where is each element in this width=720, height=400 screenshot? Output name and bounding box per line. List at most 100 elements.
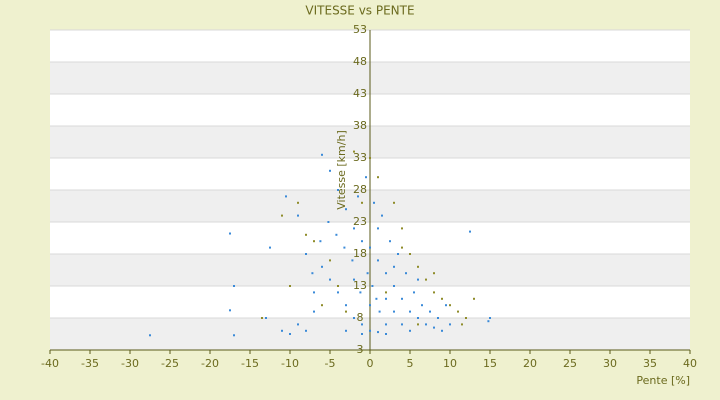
point bbox=[233, 285, 235, 287]
point bbox=[361, 201, 363, 204]
point bbox=[351, 259, 354, 262]
y-tick-label: 13 bbox=[353, 279, 367, 292]
x-tick-label: -25 bbox=[161, 357, 179, 370]
point bbox=[357, 195, 359, 198]
point bbox=[361, 240, 363, 243]
point bbox=[313, 310, 315, 313]
point bbox=[285, 195, 287, 198]
point bbox=[265, 317, 267, 319]
point bbox=[401, 323, 403, 326]
y-tick-label: 23 bbox=[353, 215, 367, 228]
point bbox=[393, 265, 395, 268]
point bbox=[373, 201, 375, 204]
point bbox=[433, 291, 435, 294]
point bbox=[389, 240, 391, 243]
y-tick-label: 38 bbox=[353, 119, 367, 132]
point bbox=[377, 331, 379, 334]
x-tick-label: 35 bbox=[643, 357, 657, 370]
x-tick-label: 10 bbox=[443, 357, 457, 370]
y-tick-label: 28 bbox=[353, 183, 367, 196]
point bbox=[297, 201, 299, 204]
point bbox=[397, 253, 399, 255]
point bbox=[369, 304, 371, 307]
point bbox=[413, 291, 415, 294]
point bbox=[319, 240, 322, 243]
point bbox=[329, 169, 331, 172]
point bbox=[437, 317, 439, 319]
point bbox=[417, 278, 419, 281]
point bbox=[371, 285, 374, 287]
point bbox=[469, 230, 471, 233]
point bbox=[361, 323, 363, 326]
point bbox=[385, 272, 387, 275]
point bbox=[377, 259, 379, 262]
point bbox=[261, 317, 263, 319]
x-tick-label: -20 bbox=[201, 357, 219, 370]
point bbox=[321, 304, 323, 307]
point bbox=[369, 246, 371, 249]
point bbox=[345, 329, 347, 332]
point bbox=[417, 265, 419, 268]
point bbox=[409, 253, 411, 255]
point bbox=[489, 317, 491, 319]
point bbox=[353, 278, 355, 281]
point bbox=[401, 297, 403, 300]
point bbox=[425, 323, 427, 326]
y-tick-label: 48 bbox=[353, 55, 367, 68]
point bbox=[313, 291, 315, 294]
x-tick-label: 40 bbox=[683, 357, 697, 370]
point bbox=[441, 297, 443, 300]
point bbox=[305, 329, 307, 332]
point bbox=[359, 291, 362, 294]
point bbox=[337, 285, 339, 287]
point bbox=[366, 272, 369, 275]
point bbox=[378, 310, 381, 313]
y-tick-label: 3 bbox=[357, 343, 364, 356]
point bbox=[445, 304, 447, 307]
point bbox=[369, 329, 371, 332]
point bbox=[381, 214, 383, 217]
x-tick-label: -30 bbox=[121, 357, 139, 370]
point bbox=[405, 272, 407, 275]
point bbox=[329, 259, 331, 262]
point bbox=[457, 310, 459, 313]
point bbox=[433, 272, 435, 275]
point bbox=[343, 246, 346, 249]
point bbox=[433, 326, 435, 329]
point bbox=[281, 329, 283, 332]
point bbox=[429, 310, 431, 313]
point bbox=[385, 291, 387, 294]
point bbox=[393, 310, 395, 313]
point bbox=[377, 176, 379, 179]
point bbox=[417, 317, 419, 319]
x-tick-label: 15 bbox=[483, 357, 497, 370]
point bbox=[385, 333, 387, 335]
point bbox=[441, 329, 443, 332]
point bbox=[337, 189, 339, 191]
point bbox=[393, 285, 395, 287]
x-tick-label: -40 bbox=[41, 357, 59, 370]
point bbox=[313, 240, 315, 243]
point bbox=[385, 323, 387, 326]
point bbox=[377, 227, 379, 230]
point bbox=[385, 297, 387, 300]
point bbox=[353, 150, 355, 153]
y-axis-title: Vitesse [km/h] bbox=[335, 130, 348, 210]
y-tick-label: 8 bbox=[357, 311, 364, 324]
point bbox=[345, 310, 347, 313]
point bbox=[345, 208, 347, 211]
y-tick-label: 33 bbox=[353, 151, 367, 164]
point bbox=[289, 285, 291, 287]
point bbox=[321, 153, 323, 156]
point bbox=[417, 323, 419, 326]
x-axis-title: Pente [%] bbox=[636, 374, 690, 387]
point bbox=[297, 323, 299, 326]
point bbox=[305, 233, 307, 236]
point bbox=[409, 329, 411, 332]
y-tick-label: 43 bbox=[353, 87, 367, 100]
point bbox=[401, 246, 403, 249]
x-tick-label: 30 bbox=[603, 357, 617, 370]
point bbox=[305, 253, 307, 255]
x-tick-label: 25 bbox=[563, 357, 577, 370]
